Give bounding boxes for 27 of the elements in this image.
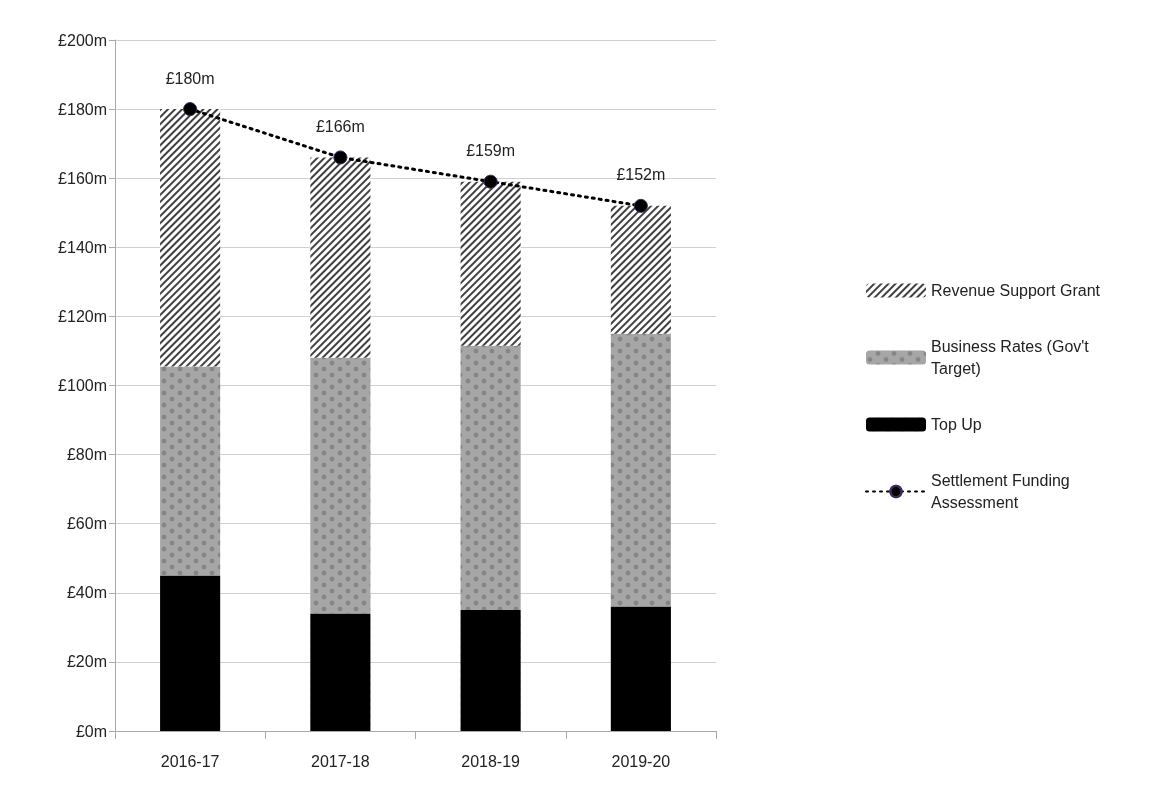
point <box>333 150 348 165</box>
y-tick-label: £120m <box>58 307 107 325</box>
y-tick-label: £100m <box>58 377 107 394</box>
legend-label: Business Rates (Gov't Target) <box>931 338 1094 377</box>
data-label: £159m <box>466 142 516 160</box>
point <box>483 174 498 189</box>
y-tick-label: £20m <box>66 653 107 671</box>
x-tick-label: 2019-20 <box>611 752 671 770</box>
x-tick-label: 2017-18 <box>311 752 370 770</box>
data-label: £166m <box>315 117 365 135</box>
legend-label: Top Up <box>931 416 982 433</box>
y-tick-label: £200m <box>58 31 107 49</box>
y-tick-label: £140m <box>58 238 107 256</box>
y-tick-label: £0m <box>75 722 107 740</box>
y-tick-label: £180m <box>58 100 107 118</box>
y-tick-label: £160m <box>58 169 107 187</box>
y-tick-label: £40m <box>66 584 107 602</box>
legend-label: Settlement Funding Assessment <box>931 472 1075 511</box>
point <box>633 198 648 213</box>
data-label: £152m <box>616 166 666 184</box>
y-tick-label: £60m <box>66 515 107 533</box>
data-label: £180m <box>165 69 215 87</box>
x-tick-label: 2018-19 <box>461 752 521 770</box>
legend-label: Revenue Support Grant <box>931 282 1101 299</box>
point <box>183 102 198 117</box>
x-tick-label: 2016-17 <box>160 752 220 770</box>
y-tick-label: £80m <box>66 446 107 464</box>
